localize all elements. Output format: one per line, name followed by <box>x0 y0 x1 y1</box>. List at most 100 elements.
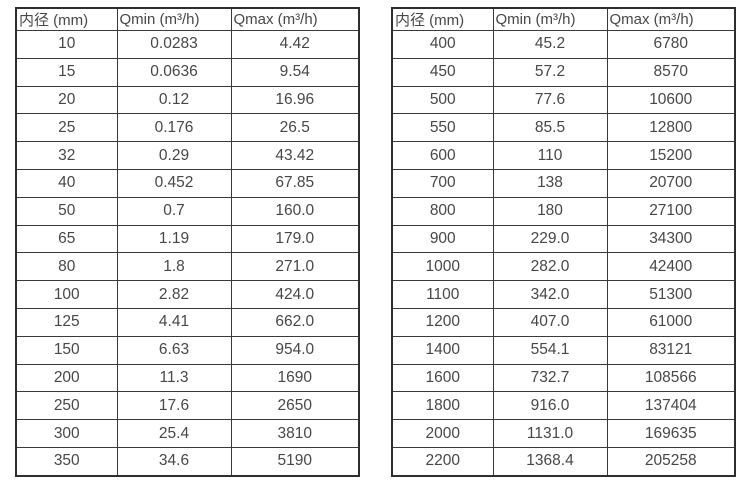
cell-qmin: 2.82 <box>116 280 232 309</box>
table-row: 1100 342.0 51300 <box>391 280 736 309</box>
cell-qmax: 5190 <box>230 446 360 477</box>
cell-inner-diameter: 1200 <box>391 307 494 337</box>
cell-qmin: 110 <box>492 141 608 170</box>
cell-qmax: 137404 <box>606 391 736 421</box>
table-row: 350 34.6 5190 <box>15 446 360 477</box>
table-row: 40 0.452 67.85 <box>15 168 360 198</box>
cell-inner-diameter: 100 <box>15 280 118 309</box>
cell-qmin: 6.63 <box>116 335 232 365</box>
cell-qmax: 51300 <box>606 280 736 309</box>
column-header-inner-diameter: 内径 (mm) <box>15 7 118 31</box>
cell-qmax: 42400 <box>606 252 736 282</box>
cell-inner-diameter: 600 <box>391 141 494 170</box>
table-row: 100 2.82 424.0 <box>15 280 360 309</box>
cell-inner-diameter: 1000 <box>391 252 494 282</box>
cell-inner-diameter: 250 <box>15 391 118 421</box>
cell-inner-diameter: 2000 <box>391 419 494 448</box>
cell-qmax: 10600 <box>606 85 736 115</box>
cell-inner-diameter: 400 <box>391 30 494 59</box>
table-row: 400 45.2 6780 <box>391 30 736 59</box>
cell-inner-diameter: 80 <box>15 252 118 282</box>
cell-inner-diameter: 50 <box>15 196 118 226</box>
table-row: 500 77.6 10600 <box>391 85 736 115</box>
table-row: 32 0.29 43.42 <box>15 141 360 170</box>
table-row: 2200 1368.4 205258 <box>391 446 736 477</box>
cell-qmin: 407.0 <box>492 307 608 337</box>
cell-qmin: 0.12 <box>116 85 232 115</box>
cell-qmin: 17.6 <box>116 391 232 421</box>
cell-qmin: 282.0 <box>492 252 608 282</box>
cell-qmin: 229.0 <box>492 224 608 254</box>
cell-qmin: 0.452 <box>116 168 232 198</box>
cell-inner-diameter: 2200 <box>391 446 494 477</box>
cell-qmin: 0.176 <box>116 113 232 143</box>
cell-inner-diameter: 800 <box>391 196 494 226</box>
cell-qmax: 61000 <box>606 307 736 337</box>
table-row: 80 1.8 271.0 <box>15 252 360 282</box>
cell-qmin: 0.0636 <box>116 57 232 87</box>
cell-inner-diameter: 300 <box>15 419 118 448</box>
cell-inner-diameter: 500 <box>391 85 494 115</box>
cell-qmax: 4.42 <box>230 30 360 59</box>
cell-qmin: 1131.0 <box>492 419 608 448</box>
table-row: 1200 407.0 61000 <box>391 307 736 337</box>
table-row: 600 110 15200 <box>391 141 736 170</box>
cell-qmin: 11.3 <box>116 363 232 393</box>
cell-qmax: 2650 <box>230 391 360 421</box>
cell-inner-diameter: 550 <box>391 113 494 143</box>
cell-qmax: 12800 <box>606 113 736 143</box>
cell-qmin: 85.5 <box>492 113 608 143</box>
cell-qmax: 108566 <box>606 363 736 393</box>
table-row: 65 1.19 179.0 <box>15 224 360 254</box>
cell-qmax: 424.0 <box>230 280 360 309</box>
cell-inner-diameter: 150 <box>15 335 118 365</box>
cell-qmax: 26.5 <box>230 113 360 143</box>
table-row: 10 0.0283 4.42 <box>15 30 360 59</box>
table-row: 250 17.6 2650 <box>15 391 360 421</box>
table-row: 300 25.4 3810 <box>15 419 360 448</box>
table-row: 1800 916.0 137404 <box>391 391 736 421</box>
flow-rate-table-small-diameters: 内径 (mm) Qmin (m³/h) Qmax (m³/h) 10 0.0283 4.… <box>15 7 360 477</box>
cell-qmax: 16.96 <box>230 85 360 115</box>
cell-inner-diameter: 900 <box>391 224 494 254</box>
cell-qmax: 83121 <box>606 335 736 365</box>
table-row: 150 6.63 954.0 <box>15 335 360 365</box>
table-row: 200 11.3 1690 <box>15 363 360 393</box>
cell-qmax: 160.0 <box>230 196 360 226</box>
cell-qmin: 0.0283 <box>116 30 232 59</box>
table-row: 450 57.2 8570 <box>391 57 736 87</box>
cell-qmax: 179.0 <box>230 224 360 254</box>
header-row: 内径 (mm) Qmin (m³/h) Qmax (m³/h) <box>15 7 360 31</box>
table-row: 15 0.0636 9.54 <box>15 57 360 87</box>
table-row: 25 0.176 26.5 <box>15 113 360 143</box>
cell-qmax: 43.42 <box>230 141 360 170</box>
cell-inner-diameter: 1400 <box>391 335 494 365</box>
cell-qmax: 67.85 <box>230 168 360 198</box>
cell-qmax: 169635 <box>606 419 736 448</box>
cell-inner-diameter: 200 <box>15 363 118 393</box>
table-row: 2000 1131.0 169635 <box>391 419 736 448</box>
cell-qmin: 1.19 <box>116 224 232 254</box>
cell-qmax: 27100 <box>606 196 736 226</box>
cell-qmax: 8570 <box>606 57 736 87</box>
cell-inner-diameter: 40 <box>15 168 118 198</box>
cell-qmax: 20700 <box>606 168 736 198</box>
cell-qmin: 342.0 <box>492 280 608 309</box>
cell-qmax: 205258 <box>606 446 736 477</box>
cell-qmin: 180 <box>492 196 608 226</box>
cell-inner-diameter: 450 <box>391 57 494 87</box>
cell-inner-diameter: 65 <box>15 224 118 254</box>
table-row: 20 0.12 16.96 <box>15 85 360 115</box>
cell-qmax: 954.0 <box>230 335 360 365</box>
column-header-qmin: Qmin (m³/h) <box>116 7 232 31</box>
table-row: 1000 282.0 42400 <box>391 252 736 282</box>
table-row: 125 4.41 662.0 <box>15 307 360 337</box>
cell-inner-diameter: 700 <box>391 168 494 198</box>
cell-qmin: 57.2 <box>492 57 608 87</box>
column-header-qmax: Qmax (m³/h) <box>606 7 736 31</box>
cell-qmin: 77.6 <box>492 85 608 115</box>
table-row: 1600 732.7 108566 <box>391 363 736 393</box>
cell-qmin: 45.2 <box>492 30 608 59</box>
cell-qmin: 732.7 <box>492 363 608 393</box>
flow-rate-table-large-diameters: 内径 (mm) Qmin (m³/h) Qmax (m³/h) 400 45.2 678… <box>391 7 736 477</box>
